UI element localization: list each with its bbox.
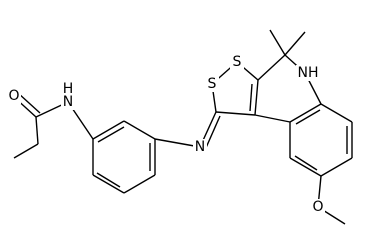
bonds	[13, 29, 353, 225]
atom-label: N	[195, 139, 205, 155]
atom-label: O	[8, 88, 19, 104]
atom-label: NH	[298, 65, 319, 81]
atom-labels: O H N S S N NH O	[7, 54, 325, 215]
atom-label: S	[208, 76, 217, 92]
atom-label: S	[233, 54, 242, 70]
atom-label: H	[63, 81, 74, 97]
atom-label: N	[63, 94, 73, 110]
atom-label: O	[312, 199, 323, 215]
